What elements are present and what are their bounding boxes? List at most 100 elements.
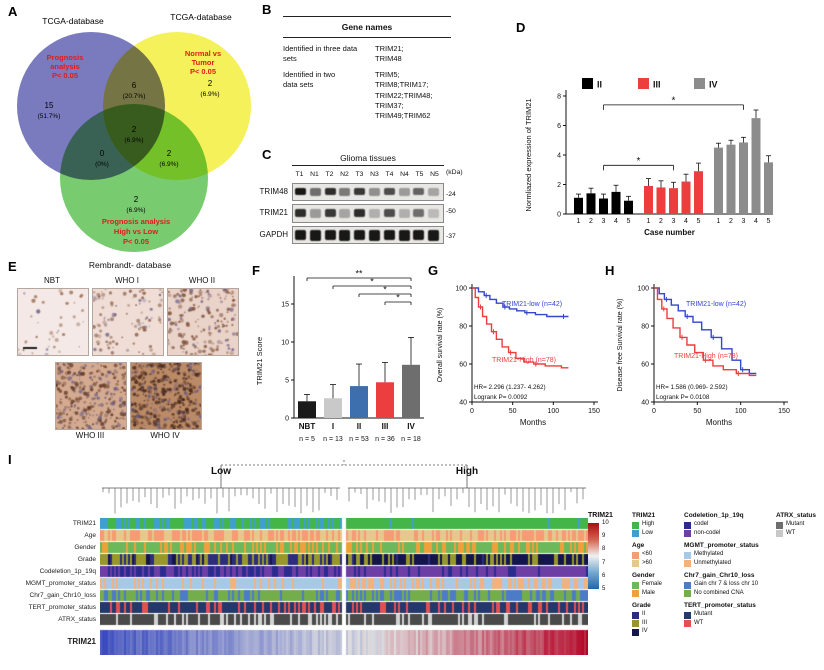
legend-item-label: No combined CNA — [694, 589, 744, 596]
venn-yellow-label: Normal vs — [185, 49, 221, 58]
legend-item: WT — [776, 529, 822, 537]
x-tick-label: 1 — [717, 218, 721, 225]
blot-band — [398, 230, 410, 241]
venn-left-db-title: TCGA-database — [42, 16, 104, 26]
panel-a-label: A — [8, 4, 18, 19]
legend-item-label: High — [642, 521, 655, 527]
venn-pct: (6.9%) — [124, 137, 143, 144]
legend-item-label: III — [642, 619, 648, 626]
bar — [726, 144, 736, 214]
kda-marker: 50 — [446, 208, 456, 215]
x-tick-label: 100 — [735, 408, 747, 415]
legend-item-label: II — [642, 611, 646, 617]
legend-item-label: Mutant — [786, 521, 805, 527]
x-tick-label: 0 — [652, 408, 656, 415]
stat-annotation: Logrank P= 0.0108 — [656, 394, 710, 401]
heatmap-group-high: High — [455, 466, 479, 477]
colorbar-tick-label: 5 — [602, 586, 606, 592]
blot-title: Glioma tissues — [292, 153, 444, 166]
bar — [624, 200, 633, 214]
legend-swatch — [684, 560, 691, 567]
legend-item: Mutant — [684, 611, 774, 619]
legend-item: IV — [632, 628, 682, 636]
venn-green-label: High vs Low — [114, 227, 158, 236]
legend-item-label: >60 — [642, 559, 653, 566]
legend-column: TRIM21 High Low Age <60 >60 Gender Female Male Gr… — [632, 512, 682, 641]
legend-item-label: Low — [642, 529, 654, 536]
table-row: Identified in two data sets TRIM5; TRIM8… — [283, 64, 451, 121]
blot-band — [339, 230, 351, 241]
heatmap-expression-label: TRIM21 — [67, 637, 96, 646]
legend-item: <60 — [632, 551, 682, 559]
table-cell-genes: TRIM5; TRIM8;TRIM17; TRIM22;TRIM48; TRIM… — [375, 70, 433, 120]
blot-band — [413, 230, 425, 240]
legend-item-label: Gain chr 7 & loss chr 10 — [694, 581, 759, 587]
blot-band — [413, 188, 425, 195]
lane-label: T1 — [295, 171, 304, 178]
blot-band — [295, 230, 306, 240]
venn-pct: (51.7%) — [38, 113, 61, 120]
ihc-image-who4 — [130, 362, 202, 430]
legend-group-title: MGMT_promoter_status — [684, 542, 759, 549]
legend-item-label: Male — [642, 589, 656, 596]
x-tick-label: 0 — [470, 408, 474, 415]
significance-star: * — [637, 156, 641, 167]
legend-group-title: Age — [632, 542, 645, 549]
blot-band — [428, 188, 440, 196]
n-label: n = 53 — [349, 436, 369, 443]
significance-star: * — [383, 285, 387, 295]
y-tick-label: 60 — [641, 362, 649, 369]
x-tick-label: 2 — [729, 218, 733, 225]
stat-annotation: Logrank P= 0.0092 — [474, 394, 528, 401]
legend-swatch — [632, 590, 639, 597]
panel-f-label: F — [252, 263, 260, 278]
legend-column: Codeletion_1p_19q codel non-codel MGMT_prom… — [684, 512, 774, 632]
blot-band — [383, 230, 395, 240]
blot-band — [309, 188, 321, 196]
legend-item: codel — [684, 521, 774, 529]
blot-band — [428, 230, 440, 241]
blot-band — [354, 209, 366, 217]
category-label: IV — [407, 422, 415, 431]
blot-band — [369, 188, 380, 196]
kda-marker: 24 — [446, 191, 456, 198]
y-axis-title: TRIM21 Score — [255, 337, 264, 385]
legend-swatch — [684, 620, 691, 627]
category-label: NBT — [299, 422, 316, 431]
legend-swatch — [776, 530, 783, 537]
venn-count: 6 — [132, 81, 137, 90]
category-label: II — [357, 422, 361, 431]
venn-pct: (6.9%) — [200, 91, 219, 98]
x-tick-label: 2 — [589, 218, 593, 225]
x-tick-label: 50 — [693, 408, 701, 415]
venn-pct: (6.9%) — [159, 161, 178, 168]
lane-label: T4 — [385, 171, 394, 178]
panel-g-label: G — [428, 263, 439, 278]
bar — [714, 147, 723, 214]
legend-group-title: Grade — [632, 602, 651, 609]
legend-item-label: WT — [786, 529, 796, 536]
y-tick-label: 4 — [557, 153, 561, 160]
blot-band — [324, 209, 336, 217]
legend-item-label: Methylated — [694, 551, 724, 557]
table-cell-genes: TRIM21; TRIM48 — [375, 44, 404, 64]
category-label: III — [382, 422, 389, 431]
legend-item: >60 — [632, 559, 682, 567]
gene-table-header: Gene names — [283, 17, 451, 38]
x-tick-label: 5 — [697, 218, 701, 225]
y-tick-label: 100 — [455, 286, 467, 293]
kda-unit-label: (kDa) — [446, 169, 463, 176]
legend-swatch — [684, 611, 691, 619]
blot-band — [354, 188, 366, 195]
legend-item: Male — [632, 589, 682, 597]
legend-item: Mutant — [776, 521, 822, 529]
blot-band — [398, 188, 410, 196]
lane-label: T3 — [355, 171, 364, 178]
legend-swatch — [684, 521, 691, 529]
blot-band — [428, 209, 440, 218]
blot-lane-labels: T1 N1 T2 N2 T3 N3 T4 N4 T5 N5 — [292, 171, 442, 178]
blot-band — [309, 230, 321, 241]
bar — [586, 193, 596, 214]
venn-blue-label: P< 0.05 — [52, 71, 78, 80]
y-tick-label: 8 — [557, 94, 561, 101]
